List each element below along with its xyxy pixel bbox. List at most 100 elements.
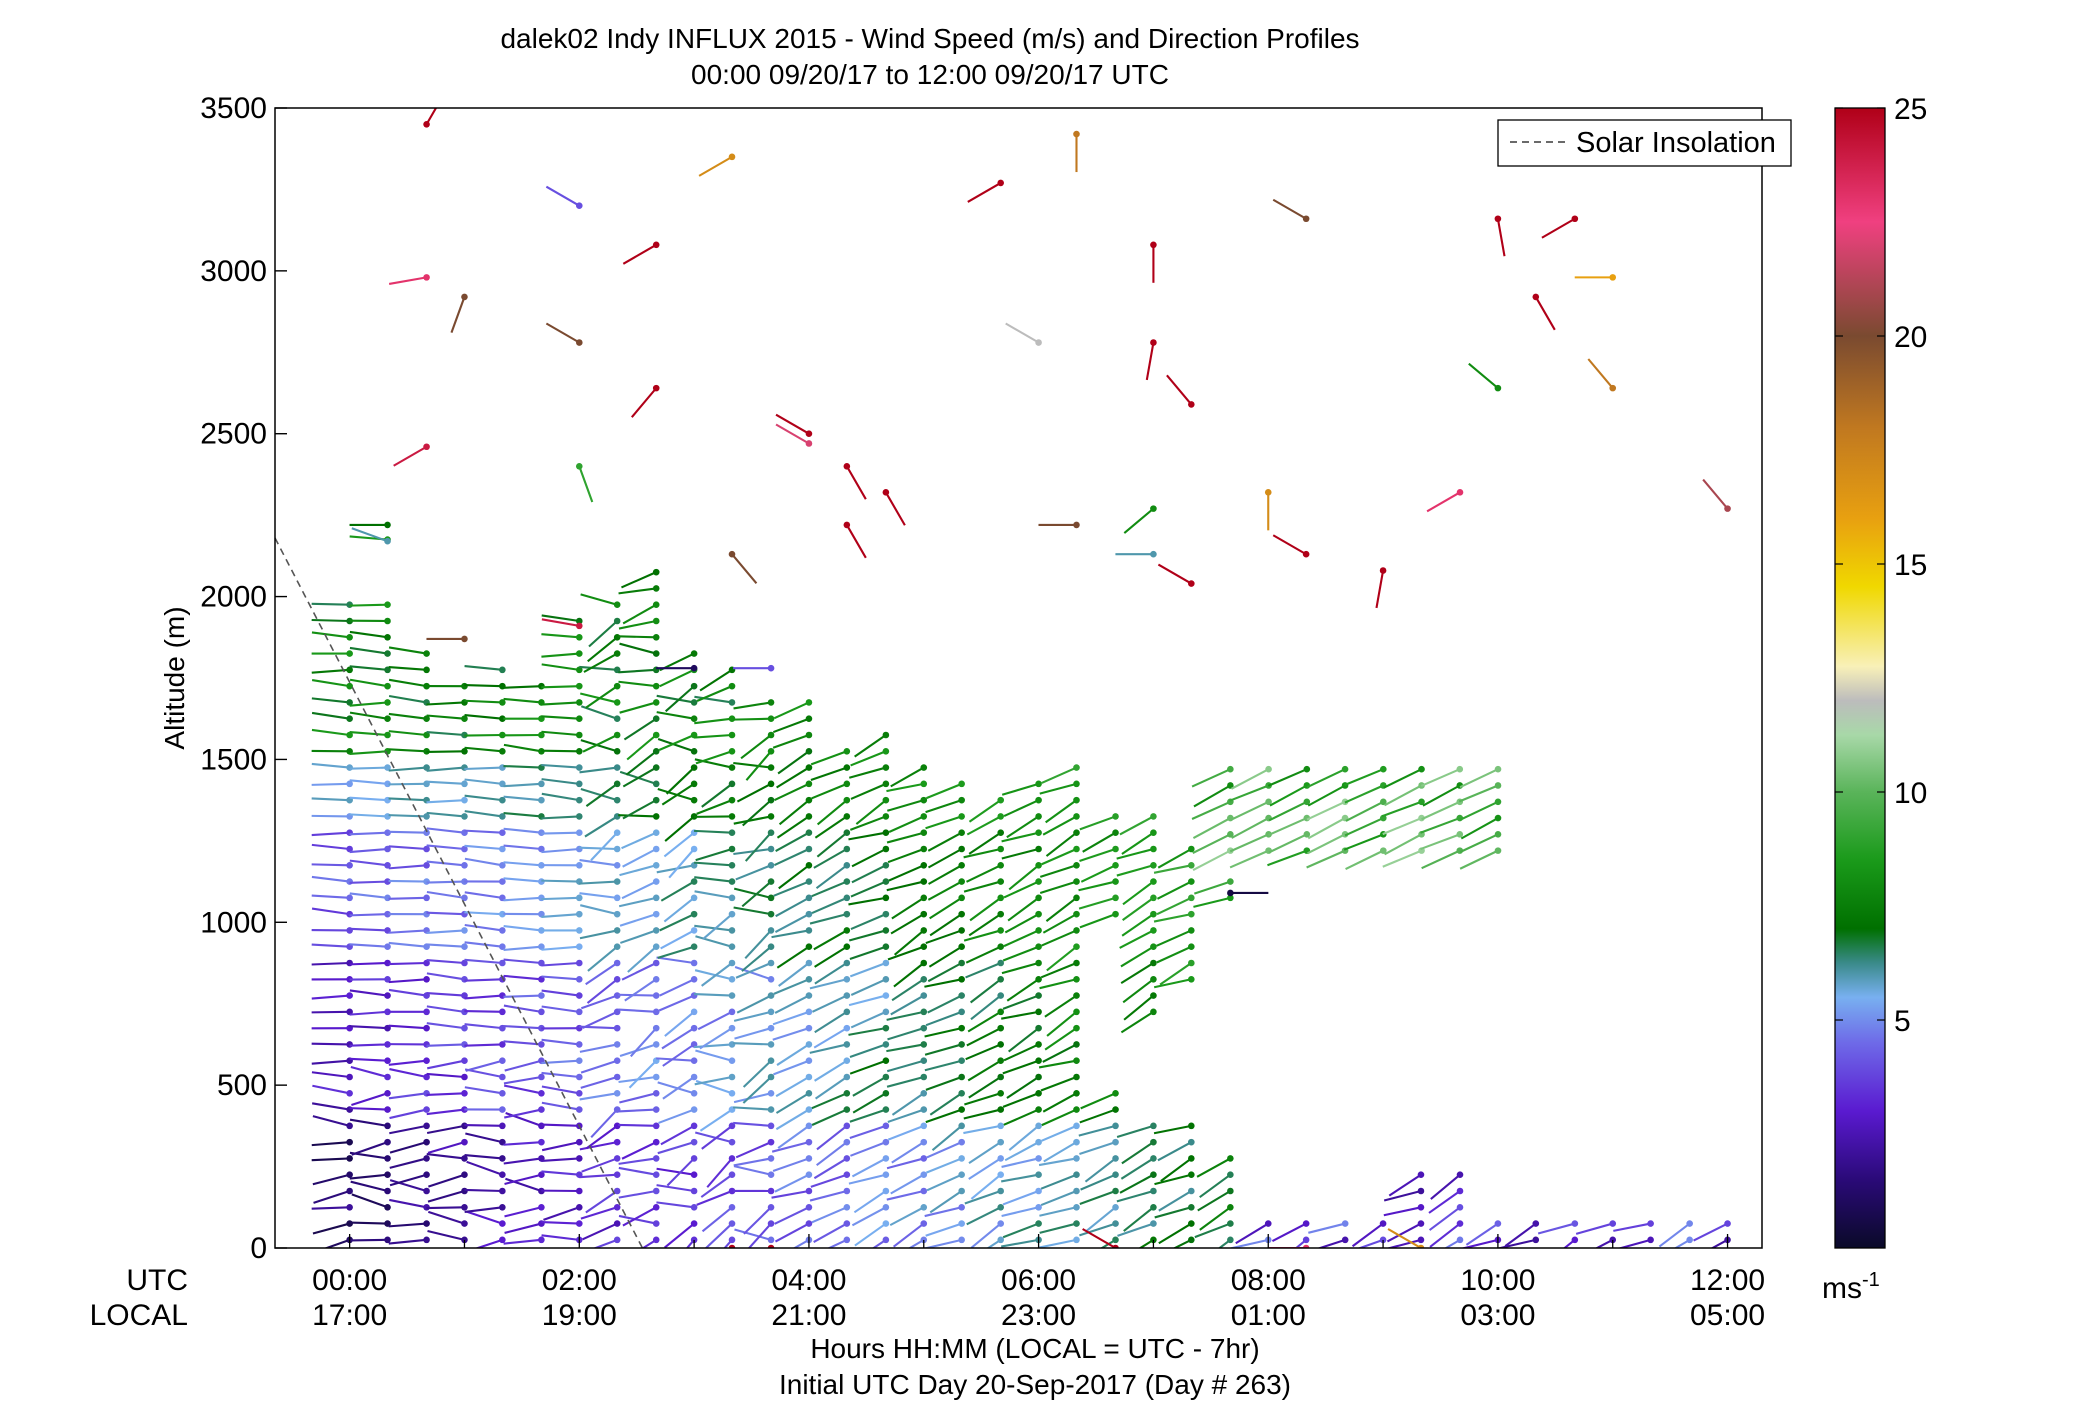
wind-barb-stem [426,750,465,754]
wind-barb-point [1188,1236,1195,1244]
wind-barb-stem [968,799,1002,823]
wind-barb-stem [668,848,695,879]
y-axis-label: Altitude (m) [159,606,190,749]
wind-barb-point [958,861,965,869]
wind-barb-stem [427,1059,465,1070]
wind-barb-stem [351,1193,388,1209]
wind-barb-stem [740,734,772,760]
wind-barb-stem [927,962,963,983]
wind-barb-stem [389,1124,427,1135]
wind-barb-stem [963,880,1001,893]
wind-barb-stem [503,896,542,902]
wind-barb-stem [1420,768,1461,787]
wind-barb-point [652,1041,660,1048]
wind-barb-point [1188,845,1195,853]
wind-barb-stem [814,962,848,985]
wind-barb-stem [924,1027,962,1038]
wind-barb-point [461,943,468,951]
wind-barb-point [690,1187,698,1195]
colorbar-tick-label: 10 [1894,777,1927,810]
wind-barb-stem [774,782,810,801]
wind-barb-point [1073,1041,1080,1048]
wind-barb-point [767,1155,775,1162]
wind-barb-stem [666,1157,695,1187]
wind-barb-point [652,959,660,967]
wind-barb-stem [886,782,924,793]
wind-barb-point [767,959,775,967]
utc-row-label: UTC [126,1264,188,1297]
wind-barb-point [805,943,813,951]
wind-barb-point [690,845,698,853]
wind-barb-stem [886,831,925,844]
wind-barb-stem [541,685,580,689]
wind-barb-point [728,1155,736,1162]
wind-barb-point [575,617,583,625]
wind-barb-stem [660,929,695,950]
wind-barb-stem [848,766,887,779]
wind-barb-point [997,894,1005,902]
wind-barb-stem [541,1071,580,1079]
wind-barb-point [461,780,468,788]
wind-barb-stem [503,1157,542,1165]
wind-barb-stem [349,750,388,755]
wind-barb-point [920,1203,928,1211]
wind-barb-stem [541,1085,580,1095]
wind-barb-stem [585,685,618,709]
wind-barb-stem [312,1115,350,1127]
wind-barb-stem [503,811,542,818]
wind-barb-stem [887,945,925,961]
wind-barb-point [843,1106,851,1113]
wind-barb-point [767,943,775,951]
wind-barb-point [652,780,660,788]
wind-barb-point [499,1041,506,1048]
x-tick-label-local: 03:00 [1460,1299,1535,1332]
wind-barb-point [499,731,506,739]
wind-barb-point [1380,814,1387,822]
wind-barb-stem [311,631,350,639]
wind-barb-stem [852,1092,887,1114]
wind-barb-stem [698,155,733,177]
wind-barb-point [613,1073,621,1081]
wind-barb-stem [388,978,427,984]
wind-barb-point [575,813,583,820]
wind-barb-stem [775,831,810,852]
wind-barb-stem [618,1123,657,1127]
wind-barb-stem [1307,817,1346,840]
wind-barb-point [882,975,890,983]
wind-barb-stem [465,1210,503,1225]
wind-barb-point [920,1236,928,1244]
wind-barb-point [728,1236,736,1244]
wind-barb-point [1073,927,1080,934]
wind-barb-point [882,1024,890,1032]
wind-barb-stem [503,1004,542,1013]
wind-barb-point [958,813,965,820]
wind-barb-stem [925,815,962,830]
wind-barb-stem [851,864,887,884]
wind-barb-stem [968,1157,1002,1180]
wind-barb-point [1379,567,1387,574]
wind-barb-stem [886,880,925,892]
wind-barb-point [843,521,851,529]
wind-barb-stem [1004,1141,1040,1162]
wind-barb-stem [769,1247,772,1248]
wind-barb-stem [585,1125,618,1150]
wind-barb-stem [619,701,657,714]
wind-barb-point [1456,1171,1464,1179]
wind-barb-stem [733,717,772,721]
wind-barb-point [346,1155,353,1162]
wind-barb-point [1112,1220,1119,1227]
wind-barb-point [997,845,1005,853]
wind-barb-stem [1191,800,1231,820]
wind-barb-point [538,1041,545,1048]
wind-barb-stem [926,782,963,800]
wind-barb-stem [1199,1173,1231,1199]
wind-barb-stem [776,766,810,789]
wind-barb-point [958,1073,965,1081]
wind-barb-stem [388,1059,427,1066]
wind-barb-stem [464,778,503,785]
wind-barb-point [384,992,391,999]
wind-barb-stem [1120,945,1154,968]
wind-barb-stem [773,1059,810,1076]
wind-barb-point [499,861,506,869]
wind-barb-stem [464,941,503,948]
